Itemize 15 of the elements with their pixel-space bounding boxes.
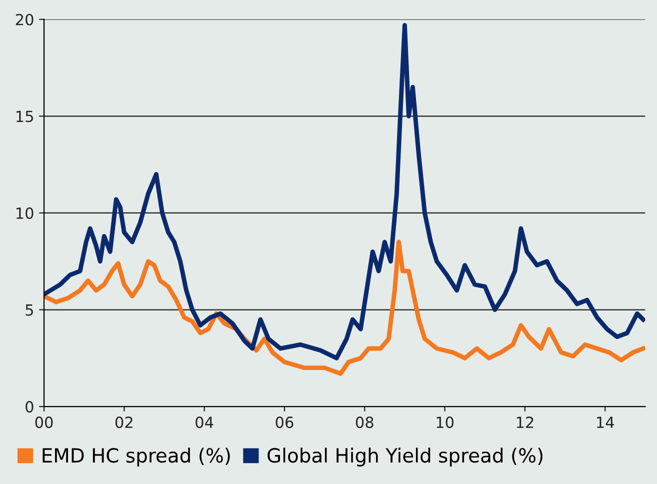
x-tick-label: 08 (356, 416, 374, 428)
x-tick-label: 14 (597, 416, 614, 428)
x-tick-label: 04 (196, 416, 214, 428)
y-tick-label: 10 (16, 207, 34, 219)
legend-label: EMD HC spread (%) (42, 448, 230, 466)
x-tick-label: 06 (276, 416, 294, 428)
x-tick-label: 00 (35, 416, 53, 428)
y-tick-label: 15 (16, 110, 33, 122)
legend-label: Global High Yield spread (%) (268, 448, 542, 466)
x-tick-label: 10 (436, 416, 454, 428)
x-tick-label: 02 (115, 416, 132, 428)
y-tick-label: 5 (26, 304, 33, 316)
x-tick-label: 12 (516, 416, 534, 428)
y-tick-label: 20 (16, 14, 34, 26)
y-tick-label: 0 (26, 401, 34, 413)
